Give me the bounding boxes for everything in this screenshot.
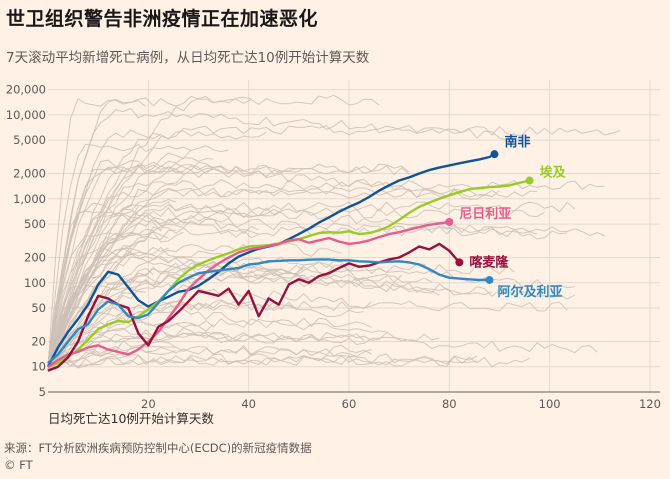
background-country-line — [47, 202, 162, 362]
background-country-line — [47, 130, 267, 366]
series-end-marker — [525, 176, 534, 185]
series-line — [47, 258, 490, 365]
background-country-line — [47, 95, 252, 368]
background-country-line — [47, 159, 493, 367]
y-tick-label: 5,000 — [13, 133, 46, 147]
y-tick-label: 20,000 — [6, 83, 46, 97]
y-tick-label: 2,000 — [13, 167, 46, 181]
y-tick-label: 500 — [24, 217, 46, 231]
background-country-line — [47, 263, 515, 368]
series-end-marker — [490, 150, 499, 159]
x-tick-label: 80 — [442, 397, 457, 411]
background-country-line — [47, 317, 372, 372]
background-country-line — [47, 275, 372, 364]
background-country-line — [47, 143, 229, 371]
background-country-line — [47, 125, 621, 365]
background-country-line — [47, 329, 598, 366]
x-axis-title: 日均死亡达10例开始计算天数 — [48, 411, 214, 426]
chart-title: 世卫组织警告非洲疫情正在加速恶化 — [6, 8, 319, 30]
series-label: 尼日利亚 — [459, 206, 511, 222]
background-country-line — [47, 157, 214, 369]
background-country-line — [47, 161, 214, 370]
background-country-line — [47, 179, 605, 367]
background-country-line — [47, 164, 410, 371]
x-tick-label: 20 — [141, 397, 156, 411]
y-tick-label: 5 — [39, 385, 46, 399]
y-tick-label: 10 — [31, 360, 46, 374]
background-country-line — [47, 226, 606, 370]
background-country-line — [47, 207, 282, 368]
background-country-line — [47, 353, 477, 370]
background-country-line — [47, 344, 372, 370]
x-tick-label: 60 — [342, 397, 357, 411]
y-tick-label: 10,000 — [6, 108, 46, 122]
ft-credit: © FT — [4, 458, 33, 472]
y-tick-label: 100 — [24, 276, 46, 290]
background-country-line — [47, 108, 515, 367]
background-country-line — [47, 300, 568, 369]
series-label: 埃及 — [540, 165, 567, 181]
background-country-line — [47, 256, 282, 366]
series-label: 喀麦隆 — [469, 254, 509, 270]
source-note: 来源：FT分析欧洲疾病预防控制中心(ECDC)的新冠疫情数据 — [4, 441, 312, 455]
x-tick-label: 100 — [539, 397, 561, 411]
series-end-marker — [485, 275, 494, 284]
grid — [48, 80, 660, 393]
background-country-line — [47, 207, 545, 365]
background-country-line — [47, 331, 387, 366]
series-line — [47, 220, 450, 368]
background-country-line — [47, 299, 365, 363]
background-country-line — [47, 272, 575, 368]
background-country-line — [47, 354, 530, 371]
y-tick-label: 50 — [31, 301, 46, 315]
background-country-line — [47, 187, 500, 365]
y-tick-label: 20 — [31, 334, 46, 348]
series-end-marker — [455, 258, 464, 267]
background-country-line — [47, 203, 538, 372]
chart-subtitle: 7天滚动平均新增死亡病例，从日均死亡达10例开始计算天数 — [6, 50, 370, 66]
axis-ticks: 5 10 20 50 100 200 500 1,000 2,000 5,000 10,000 20,… — [6, 83, 661, 411]
y-tick-label: 1,000 — [13, 192, 46, 206]
series-end-marker — [445, 217, 454, 226]
series-label: 阿尔及利亚 — [497, 284, 562, 300]
x-tick-label: 40 — [241, 397, 256, 411]
x-tick-label: 120 — [639, 397, 661, 411]
series-label: 南非 — [504, 134, 530, 150]
background-country-line — [47, 355, 478, 369]
background-country-line — [47, 300, 440, 363]
y-tick-label: 200 — [24, 250, 46, 264]
background-country-line — [47, 201, 576, 366]
